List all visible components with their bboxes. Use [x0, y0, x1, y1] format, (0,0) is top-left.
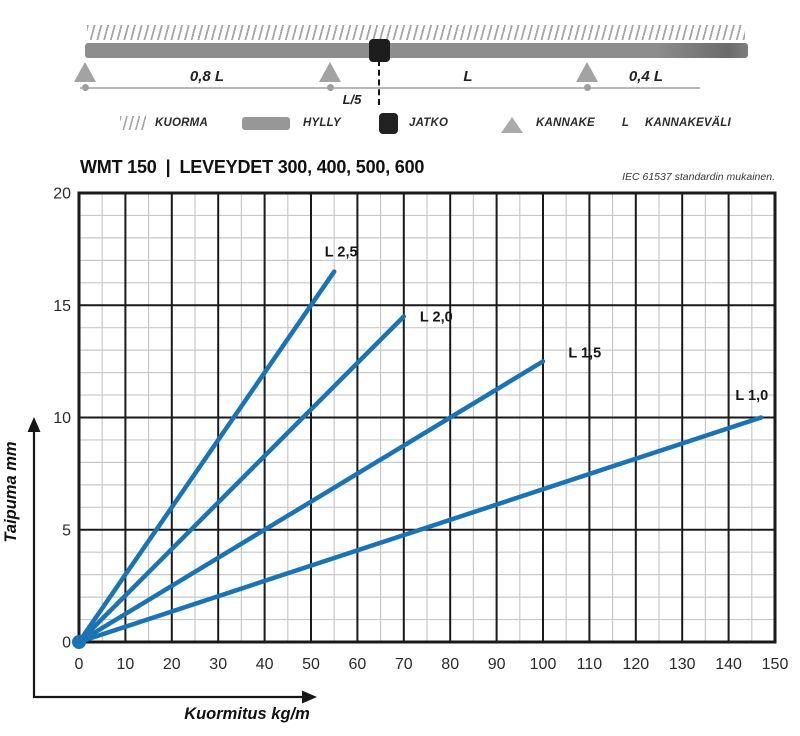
- dimension-line: [80, 87, 700, 89]
- span-letter-symbol: L: [622, 117, 630, 129]
- span-label-right: 0,4 L: [628, 68, 664, 85]
- svg-text:20: 20: [163, 656, 181, 673]
- svg-text:10: 10: [53, 410, 71, 427]
- svg-text:L 2,0: L 2,0: [420, 309, 453, 325]
- load-hatch: [87, 25, 745, 40]
- svg-text:L 2,5: L 2,5: [325, 244, 358, 260]
- svg-text:60: 60: [349, 656, 367, 673]
- svg-text:140: 140: [715, 656, 742, 673]
- legend-label-jatko: JATKO: [409, 117, 449, 129]
- load-hatch-icon: [120, 116, 146, 130]
- header-separator: |: [165, 157, 171, 177]
- svg-text:5: 5: [62, 522, 71, 539]
- joint-offset-label: L/5: [342, 92, 362, 107]
- shelf-bar: [85, 43, 748, 58]
- svg-text:130: 130: [669, 656, 696, 673]
- support-triangle-icon: [501, 117, 523, 133]
- legend-label-kuorma: KUORMA: [155, 117, 208, 129]
- dimension-dot-middle: [327, 84, 334, 91]
- svg-text:0: 0: [75, 656, 84, 673]
- svg-text:30: 30: [209, 656, 227, 673]
- legend-label-hylly: HYLLY: [303, 117, 341, 129]
- axis-arrows: [27, 417, 317, 704]
- joint-marker: [369, 39, 390, 62]
- standard-note: IEC 61537 standardin mukainen.: [622, 171, 775, 183]
- svg-text:15: 15: [53, 298, 71, 315]
- svg-text:L 1,5: L 1,5: [568, 345, 601, 361]
- joint-square-icon: [379, 113, 398, 134]
- span-label-middle: L: [463, 68, 473, 85]
- legend-label-kannake: KANNAKE: [536, 117, 595, 129]
- grid-lines: [77, 191, 777, 644]
- x-axis-title: Kuormitus kg/m: [184, 705, 310, 723]
- shelf-bar-icon: [242, 117, 290, 130]
- model-name: WMT 150: [80, 157, 157, 177]
- svg-text:90: 90: [488, 656, 506, 673]
- x-axis-arrowhead-icon: [302, 690, 317, 704]
- dimension-dot-left: [82, 84, 89, 91]
- svg-text:80: 80: [441, 656, 459, 673]
- y-axis-title: Taipuma mm: [2, 441, 20, 542]
- svg-text:10: 10: [117, 656, 135, 673]
- svg-text:40: 40: [256, 656, 274, 673]
- svg-text:20: 20: [53, 186, 71, 203]
- svg-text:50: 50: [302, 656, 320, 673]
- span-label-left: 0,8 L: [189, 68, 225, 85]
- joint-dashed-line: [378, 60, 380, 105]
- dimension-dot-right: [584, 84, 591, 91]
- y-axis-arrowhead-icon: [27, 417, 41, 432]
- support-triangle-left: [74, 62, 96, 82]
- widths-subtitle: LEVEYDET 300, 400, 500, 600: [179, 157, 425, 177]
- svg-text:70: 70: [395, 656, 413, 673]
- svg-text:100: 100: [530, 656, 557, 673]
- svg-text:L 1,0: L 1,0: [735, 388, 768, 404]
- svg-text:150: 150: [762, 656, 789, 673]
- support-triangle-middle: [319, 62, 341, 82]
- tick-labels: 0 10 20 30 40 50 60 70 80 90 100 110 120 130 140 150 0 5 1…: [53, 186, 788, 674]
- legend-label-kannakevali: KANNAKEVÄLI: [645, 117, 731, 129]
- support-triangle-right: [576, 62, 598, 82]
- svg-text:0: 0: [62, 635, 71, 652]
- svg-text:110: 110: [577, 656, 603, 673]
- data-series: L 2,5 L 2,0 L 1,5 L 1,0: [72, 244, 768, 649]
- svg-text:120: 120: [622, 656, 649, 673]
- chart-header: WMT 150 | LEVEYDET 300, 400, 500, 600: [80, 157, 424, 178]
